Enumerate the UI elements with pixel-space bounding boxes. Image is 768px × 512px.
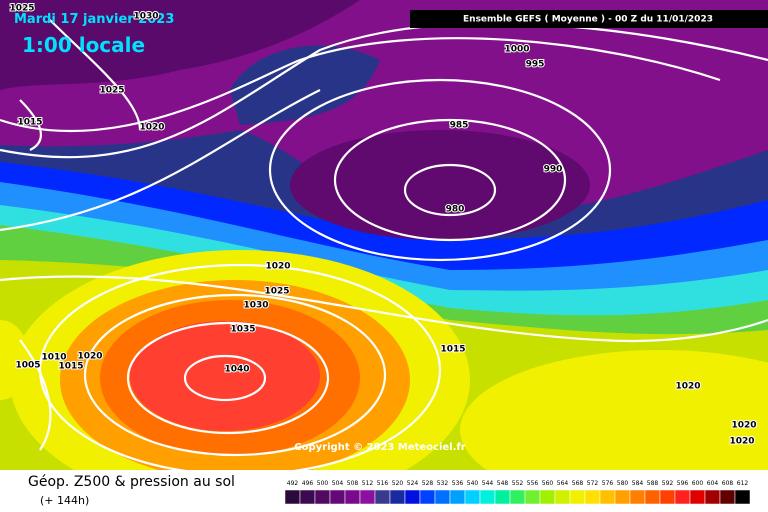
legend-label: 548	[497, 480, 509, 487]
legend-swatch	[374, 489, 391, 505]
isobars	[0, 19, 768, 477]
legend-swatch	[359, 489, 376, 505]
isobar-label: 1030	[133, 12, 158, 22]
header-box	[410, 10, 768, 28]
legend-label: 612	[737, 480, 749, 487]
isobar-label: 1030	[243, 301, 268, 311]
legend-label: 564	[557, 480, 569, 487]
isobar-label: 1020	[265, 262, 290, 272]
legend-label: 596	[677, 480, 689, 487]
legend-swatch	[659, 489, 676, 505]
legend-swatch	[449, 489, 466, 505]
legend-swatch	[329, 489, 346, 505]
legend-label: 544	[482, 480, 494, 487]
isobar-label: 1020	[77, 352, 102, 362]
legend-label: 568	[572, 480, 584, 487]
legend-label: 512	[362, 480, 374, 487]
legend-label: 556	[527, 480, 539, 487]
legend-label: 508	[347, 480, 359, 487]
legend-label: 492	[287, 480, 299, 487]
copyright: Copyright © 2023 Meteociel.fr	[294, 442, 465, 453]
legend-swatch	[539, 489, 556, 505]
legend-label: 592	[662, 480, 674, 487]
isobar-label: 1025	[99, 86, 124, 96]
legend-swatch	[734, 489, 751, 505]
legend-swatch	[719, 489, 736, 505]
isobar-label: 1010	[41, 353, 66, 363]
legend-swatch	[689, 489, 706, 505]
legend-label: 560	[542, 480, 554, 487]
legend-label: 516	[377, 480, 389, 487]
isobar-label: 1020	[729, 437, 754, 447]
legend-label: 580	[617, 480, 629, 487]
legend-swatch	[389, 489, 406, 505]
footer-title: Géop. Z500 & pression au sol	[28, 474, 235, 490]
legend-swatch	[464, 489, 481, 505]
legend-swatch	[509, 489, 526, 505]
legend-swatch	[704, 489, 721, 505]
legend-swatch	[284, 489, 301, 505]
legend-swatch	[344, 489, 361, 505]
legend-swatch	[314, 489, 331, 505]
legend-swatch	[434, 489, 451, 505]
legend-label: 500	[317, 480, 329, 487]
model-run: Ensemble GEFS ( Moyenne ) - 00 Z du 11/0…	[463, 15, 713, 25]
legend-label: 528	[422, 480, 434, 487]
legend-label: 584	[632, 480, 644, 487]
legend-label: 524	[407, 480, 419, 487]
legend-label: 532	[437, 480, 449, 487]
isobar-label: 1040	[224, 365, 249, 375]
isobar-label: 985	[450, 121, 469, 131]
isobar-label: 1015	[440, 345, 465, 355]
legend-swatch	[554, 489, 571, 505]
legend-label: 520	[392, 480, 404, 487]
isobar-label: 1020	[139, 123, 164, 133]
legend-swatch	[584, 489, 601, 505]
isobar-label: 1020	[675, 382, 700, 392]
legend-swatch	[569, 489, 586, 505]
legend-swatch	[494, 489, 511, 505]
legend-label: 540	[467, 480, 479, 487]
legend-swatch	[404, 489, 421, 505]
isobar-label: 1015	[58, 362, 83, 372]
legend-swatch	[419, 489, 436, 505]
forecast-date: Mardi 17 janvier 2023	[14, 12, 174, 27]
legend-label: 576	[602, 480, 614, 487]
legend-label: 588	[647, 480, 659, 487]
legend-label: 572	[587, 480, 599, 487]
isobar-label: 995	[526, 60, 545, 70]
legend-label: 536	[452, 480, 464, 487]
legend-swatch	[614, 489, 631, 505]
legend-label: 604	[707, 480, 719, 487]
legend-swatch	[674, 489, 691, 505]
legend-swatch	[629, 489, 646, 505]
color-legend: 492 496 500 504 508 512 516 520 524 528 532 536 540 5…	[284, 480, 751, 505]
forecast-time: 1:00 locale	[22, 33, 145, 57]
isobar-label: 1025	[9, 4, 34, 14]
legend-swatch	[644, 489, 661, 505]
legend-swatch	[299, 489, 316, 505]
isobar-label: 1025	[264, 287, 289, 297]
legend-label: 496	[302, 480, 314, 487]
isobar-label: 1035	[230, 325, 255, 335]
isobar-label: 1000	[504, 45, 529, 55]
isobar-label: 1020	[731, 421, 756, 431]
isobar-label: 1015	[17, 118, 42, 128]
legend-swatch	[599, 489, 616, 505]
legend-swatch	[524, 489, 541, 505]
legend-label: 552	[512, 480, 524, 487]
isobar-label: 1005	[15, 361, 40, 371]
isobar-label: 980	[446, 205, 465, 215]
footer-lead: (+ 144h)	[40, 494, 89, 507]
legend-label: 600	[692, 480, 704, 487]
legend-label: 608	[722, 480, 734, 487]
legend-swatch	[479, 489, 496, 505]
isobar-label: 990	[544, 165, 563, 175]
legend-label: 504	[332, 480, 344, 487]
